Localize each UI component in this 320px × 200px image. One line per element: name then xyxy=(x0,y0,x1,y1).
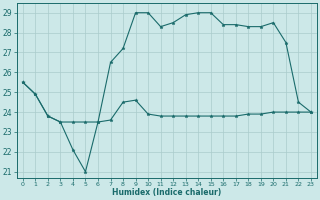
X-axis label: Humidex (Indice chaleur): Humidex (Indice chaleur) xyxy=(112,188,221,197)
